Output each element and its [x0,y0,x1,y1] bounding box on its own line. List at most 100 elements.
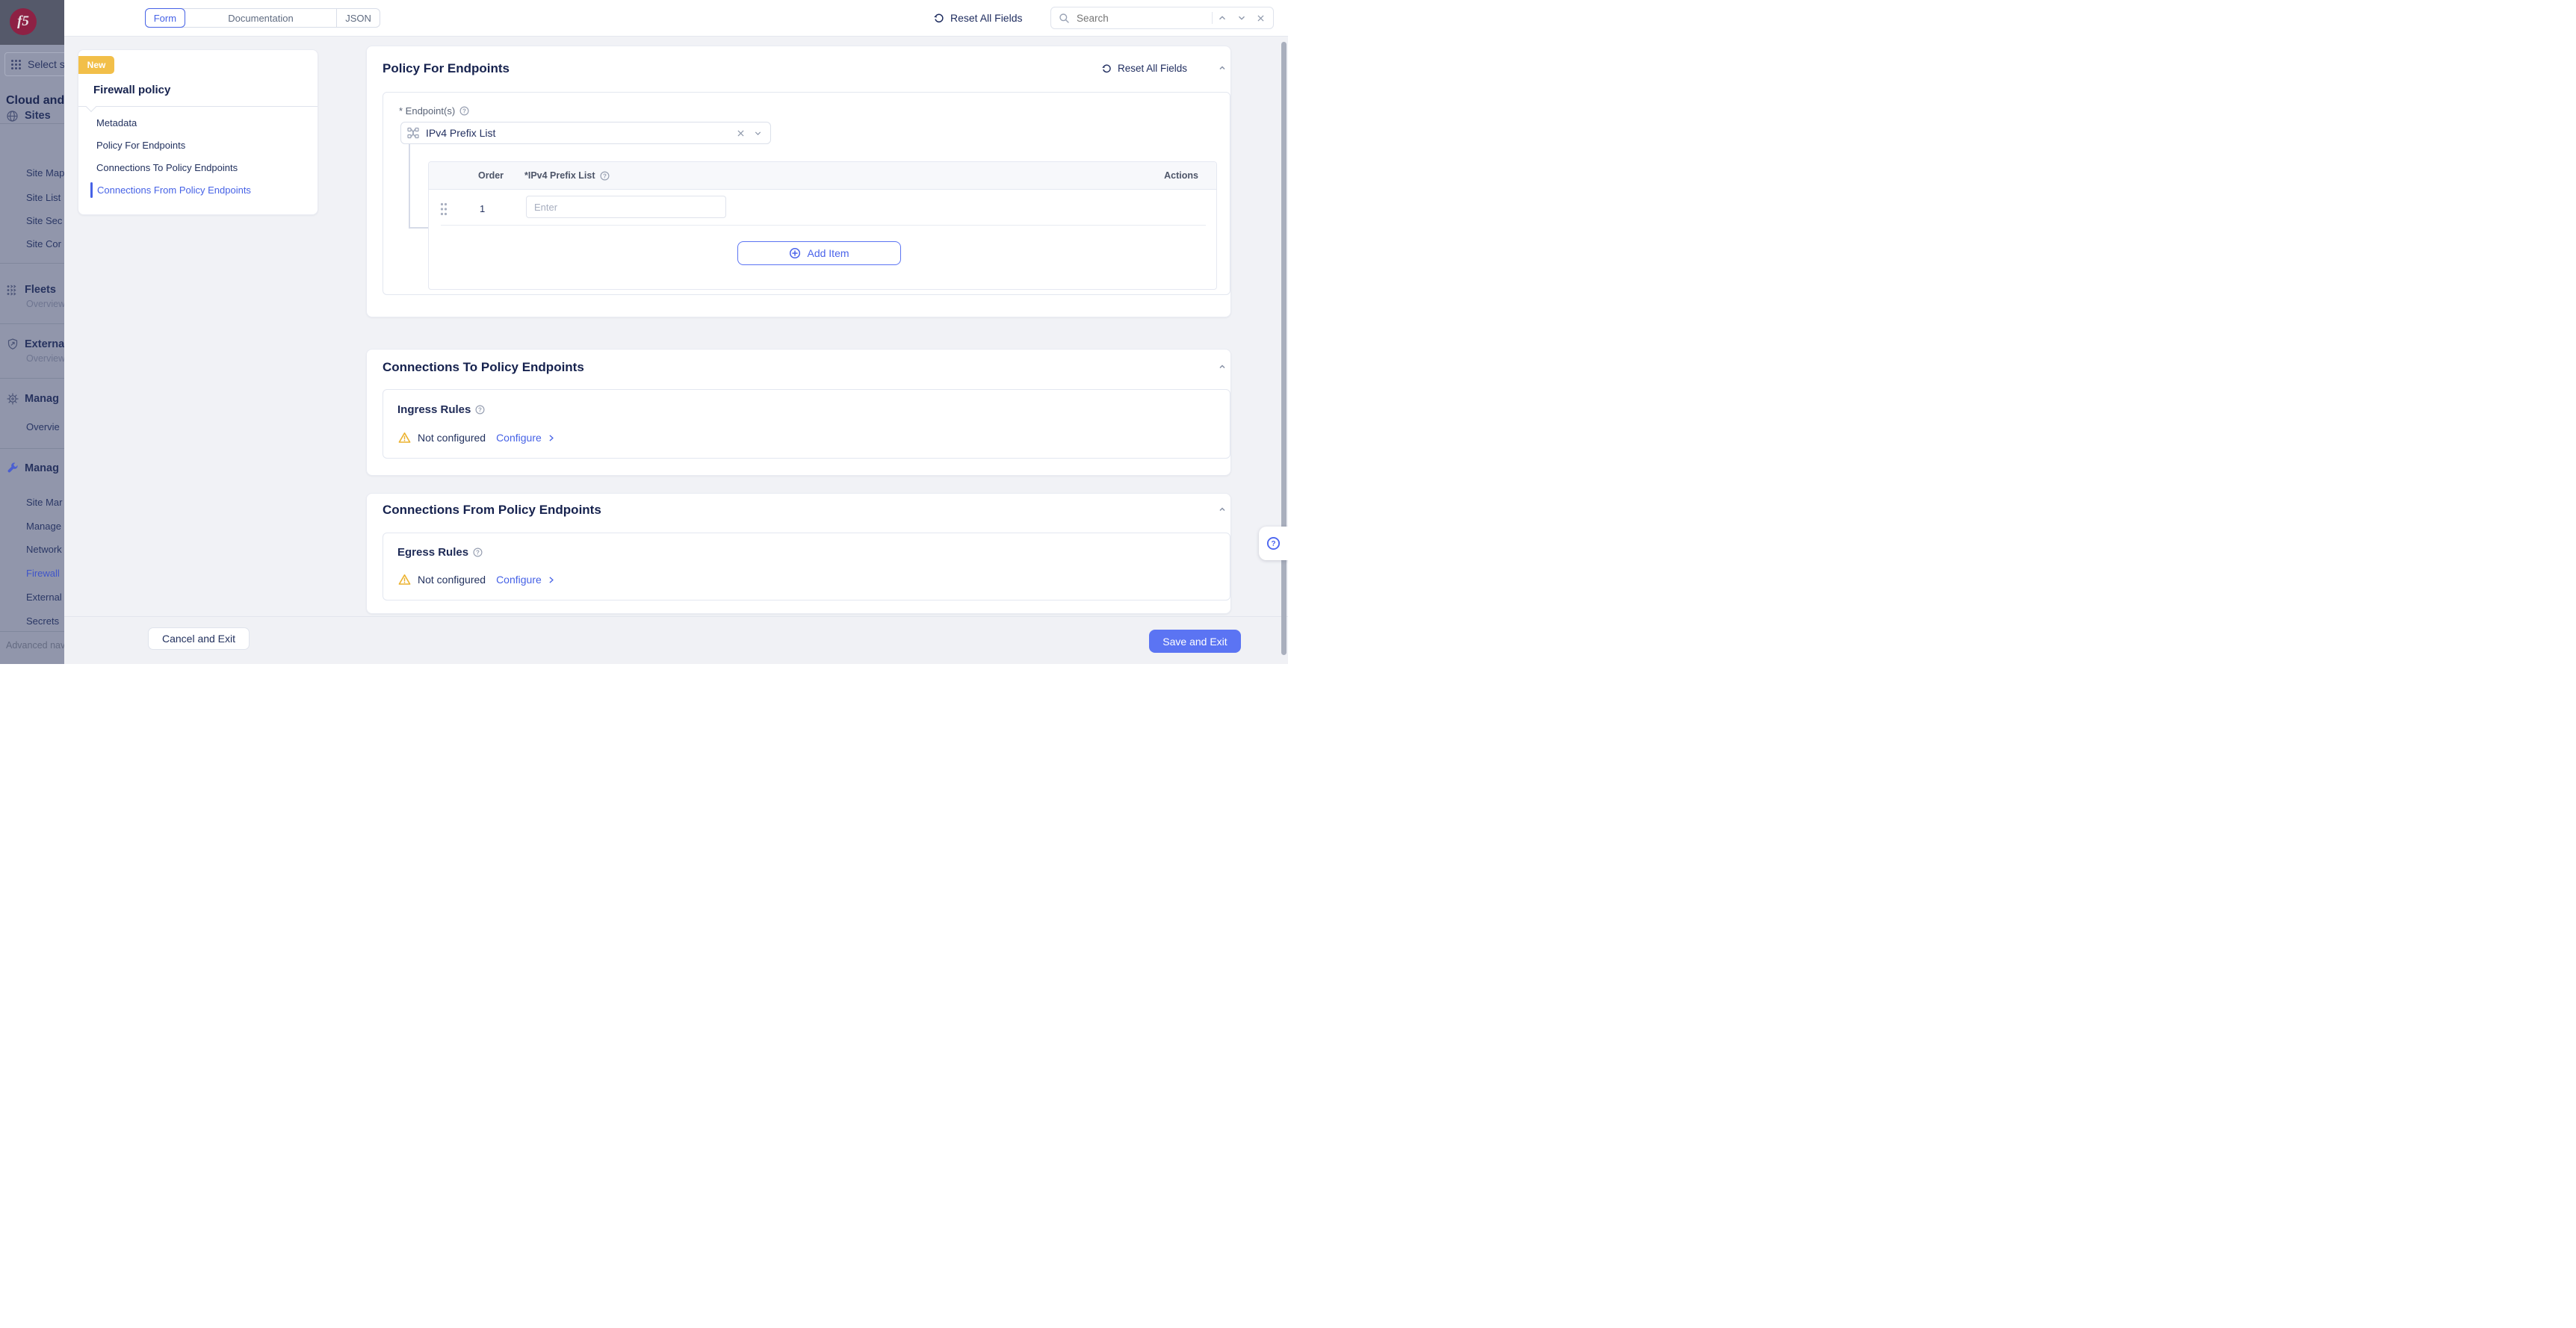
chevron-right-icon[interactable] [546,575,556,585]
sidebar-item-managed-overview: Overvie [26,421,60,432]
ingress-rules-label: Ingress Rules [397,403,471,416]
sidebar-item-managed: Manag [25,393,59,405]
info-icon[interactable]: ? [599,170,610,181]
ingress-configure-link[interactable]: Configure [496,432,542,444]
svg-text:?: ? [1271,540,1275,548]
sidebar-item-manage2: Manage [26,521,61,532]
tab-form[interactable]: Form [145,8,185,28]
help-button[interactable]: ? [1259,527,1288,560]
search-prev-icon[interactable] [1217,13,1227,23]
info-icon[interactable]: ? [473,547,483,557]
svg-text:?: ? [603,173,607,179]
scrollbar-thumb[interactable] [1281,42,1287,655]
sidebar-item-manage: Manag [25,462,59,474]
wizard-divider [78,106,318,107]
connections-to-title: Connections To Policy Endpoints [383,360,584,374]
modal-footer: Cancel and Exit Save and Exit [64,616,1288,664]
search-next-icon[interactable] [1236,13,1247,23]
sidebar-item-external-overview: Overview [26,353,64,364]
row-divider [441,225,1206,226]
save-button[interactable]: Save and Exit [1149,630,1241,653]
globe-icon [7,111,18,122]
sidebar-item-secrets: Secrets [26,615,60,627]
prefix-table: Order *IPv4 Prefix List ? Actions 1 [428,161,1217,290]
endpoint-type-dropdown[interactable]: IPv4 Prefix List [400,122,771,144]
add-item-button[interactable]: Add Item [737,241,901,265]
row-order-value: 1 [480,203,486,214]
ingress-status-text: Not configured [418,432,486,444]
collapse-caret-icon[interactable] [1218,505,1227,514]
new-badge-label: New [87,60,106,70]
sidebar-item-network: Network [26,544,62,555]
svg-text:?: ? [478,406,482,413]
endpoint-type-value: IPv4 Prefix List [426,127,496,139]
collapse-caret-icon[interactable] [1218,63,1227,72]
reset-all-fields-top-label: Reset All Fields [950,12,1023,24]
tab-json[interactable]: JSON [336,9,380,27]
plus-circle-icon [790,247,801,259]
search-input[interactable] [1075,11,1212,25]
sidebar-item-site-list: Site List [26,192,61,203]
reset-all-fields-top[interactable]: Reset All Fields [933,7,1022,28]
sidebar-item-site-mar: Site Mar [26,497,63,508]
tree-connector-elbow [409,227,428,229]
chevron-down-icon[interactable] [753,128,763,138]
wizard-step-connections-to[interactable]: Connections To Policy Endpoints [96,162,238,173]
policy-for-endpoints-card: Policy For Endpoints Reset All Fields * … [366,46,1231,317]
wizard-divider-notch [85,101,97,113]
search-icon [1059,13,1069,23]
tree-connector-vertical [409,144,410,228]
egress-groupbox: Egress Rules ? Not configured Configure [383,533,1230,601]
svg-text:?: ? [462,108,466,114]
endpoint-groupbox: * Endpoint(s) ? IPv4 Prefix List [383,92,1230,295]
helm-icon [7,393,19,405]
ingress-label-row: Ingress Rules ? [397,403,485,416]
wizard-nav-card: New Firewall policy Metadata Policy For … [78,49,318,215]
fleet-icon [7,285,16,296]
egress-configure-link[interactable]: Configure [496,574,542,586]
wizard-step-metadata[interactable]: Metadata [96,117,137,128]
col-prefix-wrap: *IPv4 Prefix List ? [524,169,610,182]
connections-to-card: Connections To Policy Endpoints Ingress … [366,349,1231,476]
svg-text:?: ? [476,549,480,556]
view-tabs: Form Documentation JSON [145,8,380,28]
form-modal: Form Documentation JSON Reset All Fields [64,0,1288,664]
reset-all-fields-section-label: Reset All Fields [1118,62,1188,74]
active-step-indicator [90,182,93,198]
help-icon: ? [1266,536,1281,550]
brand-block: f5 [0,0,64,45]
wrench-icon [7,462,18,473]
select-service-box: Select s [4,52,64,76]
wizard-step-policy-for-endpoints[interactable]: Policy For Endpoints [96,140,186,151]
shield-arrow-icon [7,338,18,350]
collapse-caret-icon[interactable] [1218,362,1227,371]
cancel-button[interactable]: Cancel and Exit [148,627,250,650]
f5-logo-text: f5 [17,13,29,29]
info-icon[interactable]: ? [459,106,469,116]
new-badge: New [78,56,114,74]
grid-icon [11,59,21,69]
select-service-label: Select s [28,58,64,70]
sidebar-item-site-cor: Site Cor [26,238,61,249]
reset-all-fields-section[interactable]: Reset All Fields [1101,59,1187,77]
sidebar-item-sites: Sites [25,110,51,122]
egress-status-row: Not configured Configure [398,574,556,586]
info-icon[interactable]: ? [475,405,485,415]
endpoint-type-icon [407,127,419,139]
ingress-groupbox: Ingress Rules ? Not configured Configure [383,389,1230,459]
search-close-icon[interactable] [1256,13,1266,23]
prefix-input[interactable] [526,196,726,218]
tab-documentation[interactable]: Documentation [228,12,294,24]
clear-selection-icon[interactable] [736,128,746,138]
drag-handle[interactable] [439,202,448,217]
chevron-right-icon[interactable] [546,433,556,443]
sidebar: f5 Select s Cloud and Sites Site Map Sit… [0,0,64,664]
prefix-table-header: Order *IPv4 Prefix List ? Actions [429,162,1216,190]
sidebar-item-site-sec: Site Sec [26,215,63,226]
wizard-step-connections-from[interactable]: Connections From Policy Endpoints [97,184,251,196]
connections-from-card: Connections From Policy Endpoints Egress… [366,493,1231,614]
warning-icon [398,432,411,443]
egress-rules-label: Egress Rules [397,546,469,559]
sidebar-item-external: Externa [25,338,64,350]
egress-status-text: Not configured [418,574,486,586]
